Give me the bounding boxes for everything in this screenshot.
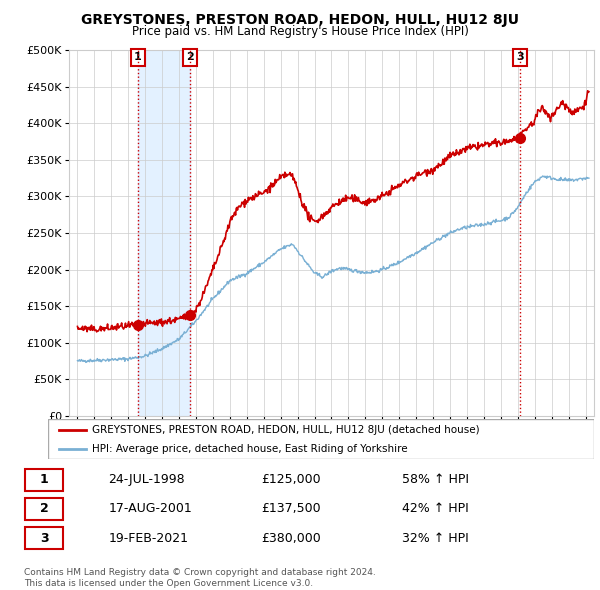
Text: Contains HM Land Registry data © Crown copyright and database right 2024.: Contains HM Land Registry data © Crown c… bbox=[24, 568, 376, 576]
Text: 58% ↑ HPI: 58% ↑ HPI bbox=[402, 473, 469, 486]
Text: 3: 3 bbox=[516, 53, 524, 63]
FancyBboxPatch shape bbox=[25, 527, 64, 549]
Text: 24-JUL-1998: 24-JUL-1998 bbox=[109, 473, 185, 486]
Text: This data is licensed under the Open Government Licence v3.0.: This data is licensed under the Open Gov… bbox=[24, 579, 313, 588]
Bar bbox=[138, 50, 190, 416]
Text: £137,500: £137,500 bbox=[261, 502, 320, 516]
FancyBboxPatch shape bbox=[48, 419, 594, 459]
FancyBboxPatch shape bbox=[25, 498, 64, 520]
Text: 2: 2 bbox=[186, 53, 194, 63]
Text: £125,000: £125,000 bbox=[261, 473, 320, 486]
Text: HPI: Average price, detached house, East Riding of Yorkshire: HPI: Average price, detached house, East… bbox=[92, 444, 407, 454]
Text: 32% ↑ HPI: 32% ↑ HPI bbox=[402, 532, 469, 545]
Text: 19-FEB-2021: 19-FEB-2021 bbox=[109, 532, 188, 545]
Text: 2: 2 bbox=[40, 502, 49, 516]
Text: GREYSTONES, PRESTON ROAD, HEDON, HULL, HU12 8JU (detached house): GREYSTONES, PRESTON ROAD, HEDON, HULL, H… bbox=[92, 425, 479, 435]
FancyBboxPatch shape bbox=[25, 468, 64, 491]
Text: 17-AUG-2001: 17-AUG-2001 bbox=[109, 502, 193, 516]
Text: 3: 3 bbox=[40, 532, 49, 545]
Text: GREYSTONES, PRESTON ROAD, HEDON, HULL, HU12 8JU: GREYSTONES, PRESTON ROAD, HEDON, HULL, H… bbox=[81, 13, 519, 27]
Text: 1: 1 bbox=[40, 473, 49, 486]
Text: 42% ↑ HPI: 42% ↑ HPI bbox=[402, 502, 469, 516]
Text: £380,000: £380,000 bbox=[261, 532, 320, 545]
Text: 1: 1 bbox=[134, 53, 142, 63]
Text: Price paid vs. HM Land Registry's House Price Index (HPI): Price paid vs. HM Land Registry's House … bbox=[131, 25, 469, 38]
